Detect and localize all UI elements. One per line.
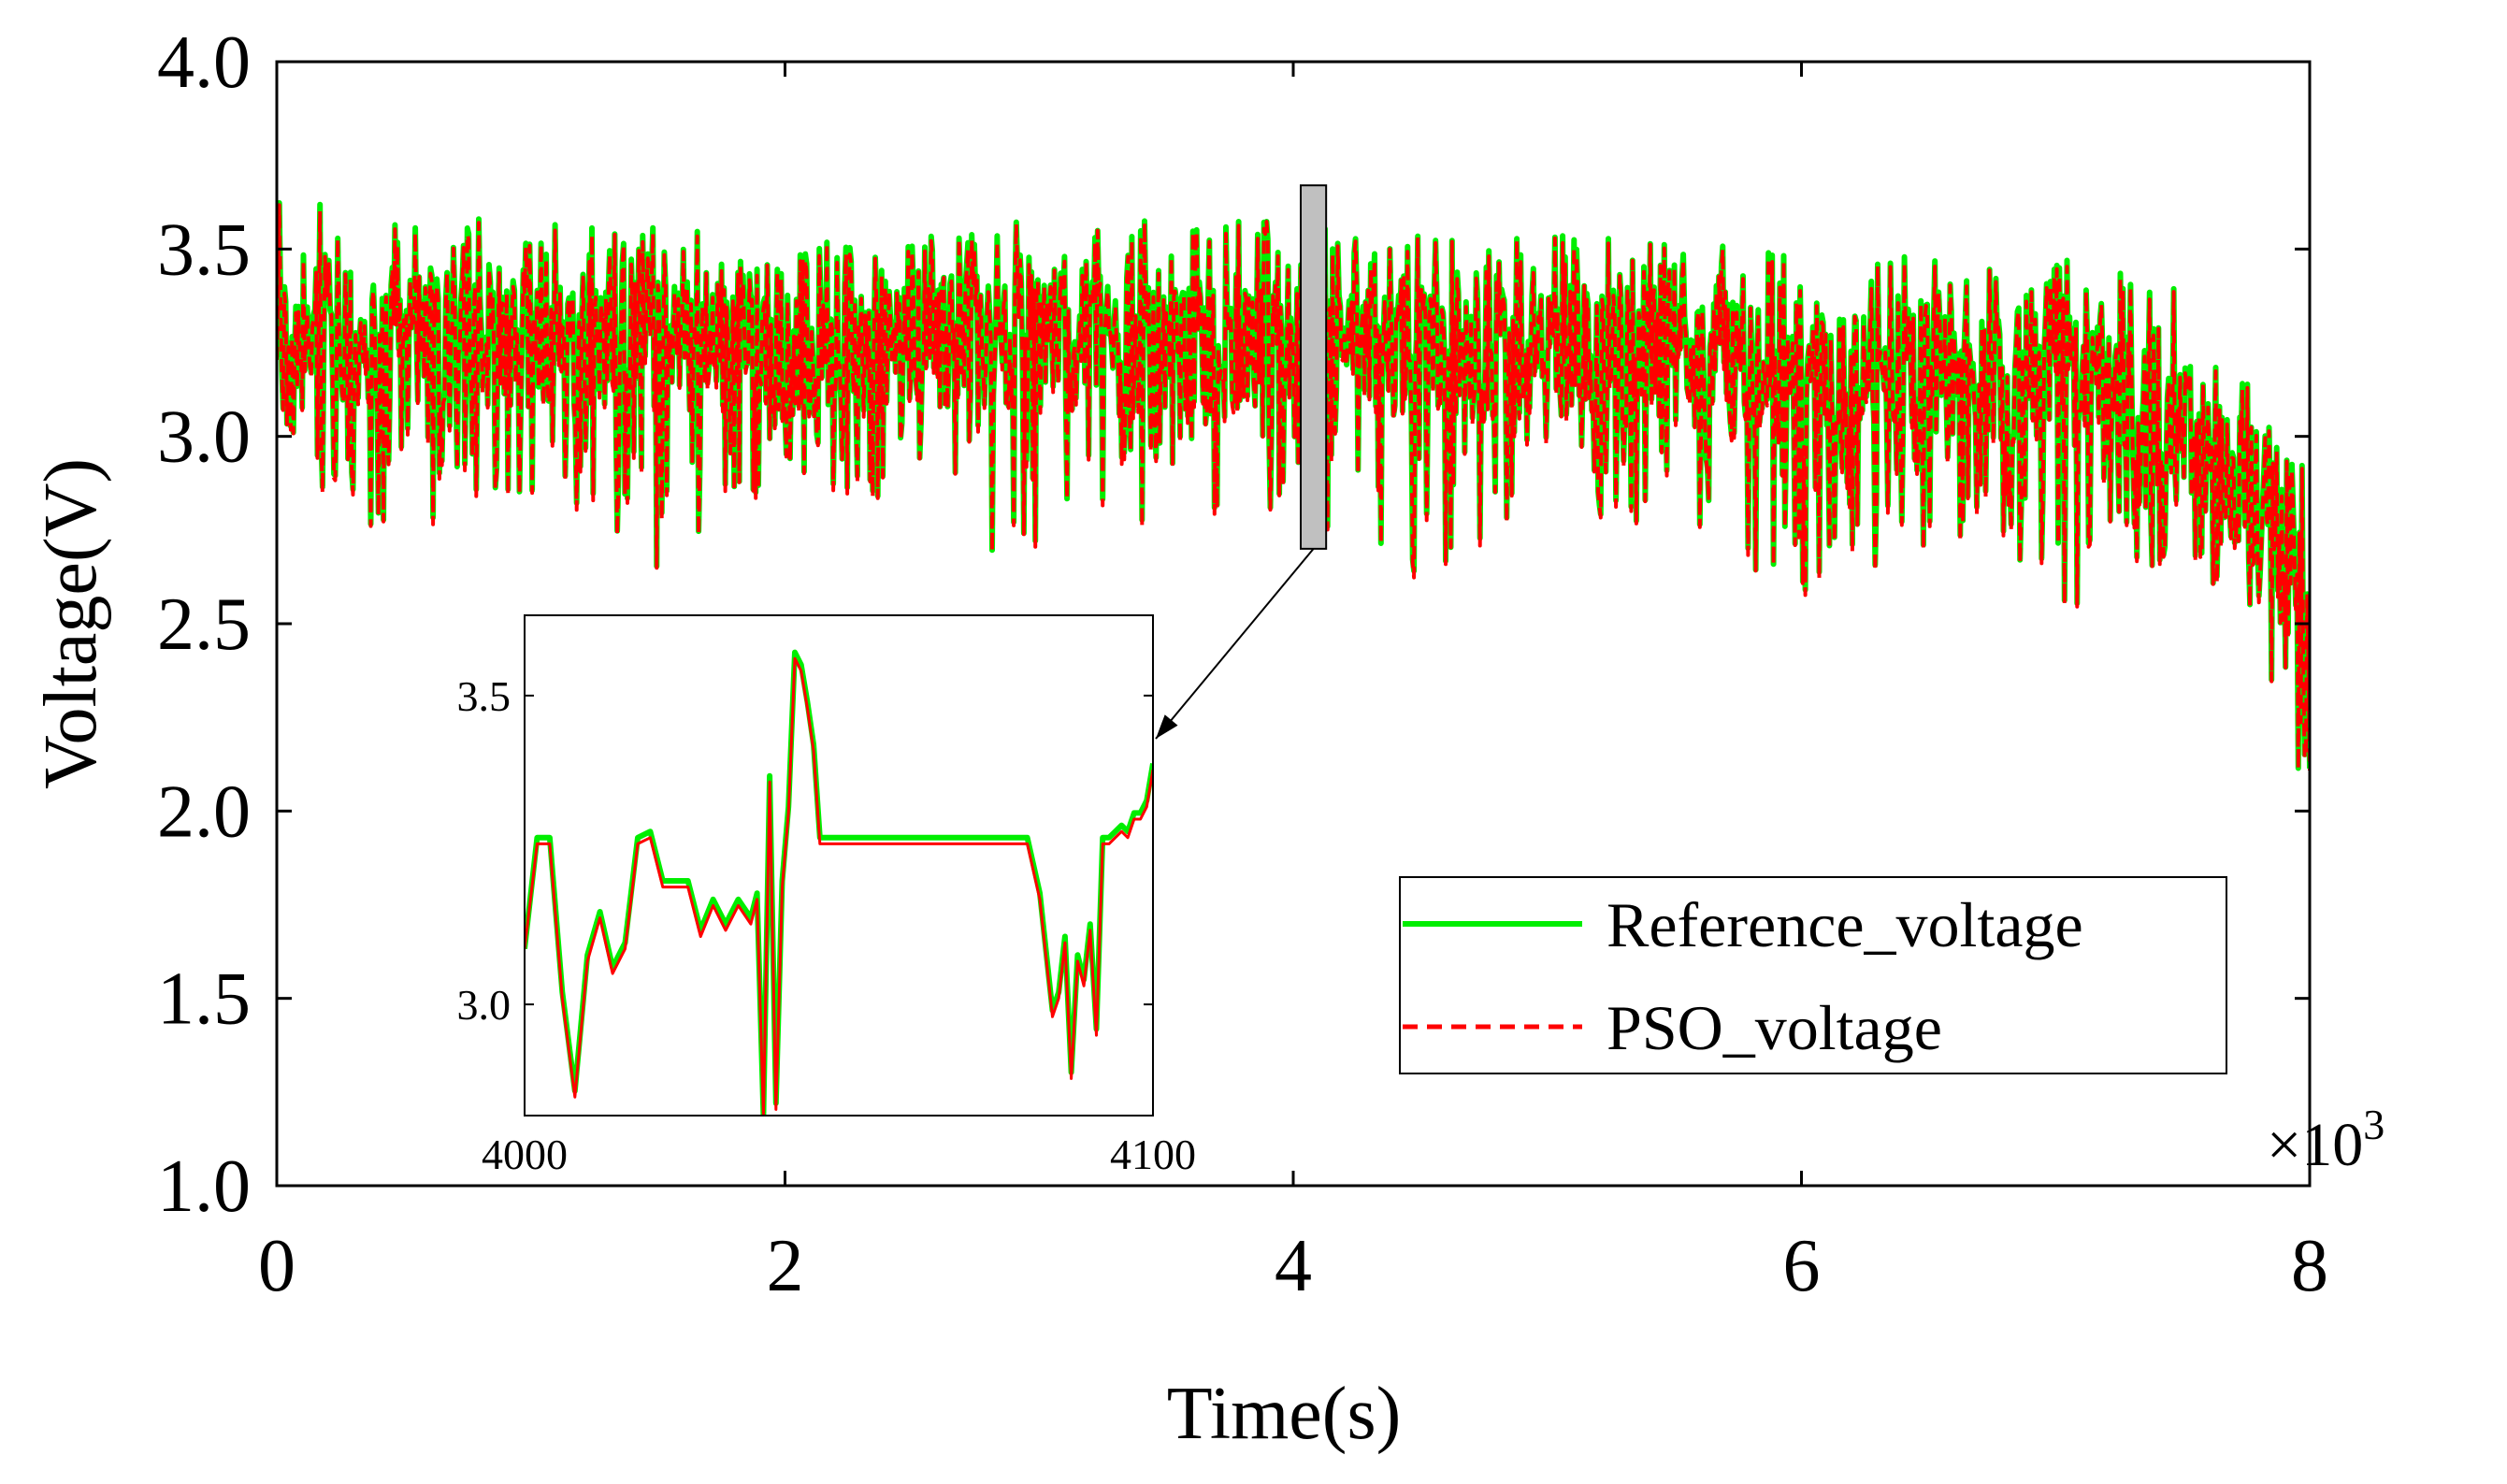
y-tick-label: 2.0 — [157, 771, 251, 853]
y-tick-label: 1.5 — [157, 958, 251, 1041]
y-tick-label: 3.5 — [157, 209, 251, 291]
inset-ticks: 4000 4100 3.0 3.5 — [457, 672, 1197, 1178]
x-multiplier-exponent: 3 — [2363, 1101, 2385, 1148]
x-tick-label: 2 — [767, 1225, 804, 1307]
main-ticks: 0 2 4 6 8 1.0 1.5 2.0 2.5 3.0 3.5 4.0 — [157, 22, 2328, 1307]
inset-y-tick-label: 3.5 — [457, 672, 511, 720]
x-tick-label: 8 — [2291, 1225, 2328, 1307]
inset-y-tick-label: 3.0 — [457, 981, 511, 1029]
x-multiplier: ×103 — [2267, 1101, 2385, 1179]
zoom-arrow — [1155, 548, 1315, 740]
inset-background — [525, 615, 1153, 1116]
zoom-arrow-head — [1156, 714, 1178, 739]
x-axis-title: Time(s) — [1167, 1373, 1401, 1455]
legend-box — [1399, 876, 2227, 1074]
x-tick-label: 6 — [1783, 1225, 1821, 1307]
inset-series-group — [525, 649, 1153, 1116]
y-tick-label: 1.0 — [157, 1145, 251, 1228]
legend-reference-label: Reference_voltage — [1606, 889, 2083, 960]
x-tick-label: 0 — [258, 1225, 295, 1307]
x-multiplier-base: ×10 — [2267, 1111, 2363, 1179]
y-tick-label: 4.0 — [157, 22, 251, 104]
y-tick-label: 3.0 — [157, 396, 251, 479]
inset-x-tick-label: 4000 — [482, 1131, 568, 1178]
legend-pso-label: PSO_voltage — [1606, 992, 1942, 1063]
zoom-highlight-box — [1300, 184, 1328, 550]
x-tick-label: 4 — [1275, 1225, 1312, 1307]
y-axis-title: Voltage(V) — [30, 458, 112, 789]
inset-x-tick-label: 4100 — [1110, 1131, 1196, 1178]
y-tick-label: 2.5 — [157, 584, 251, 666]
main-series-group — [277, 200, 2310, 771]
inset-frame — [524, 614, 1154, 1117]
legend: Reference_voltage PSO_voltage — [1399, 876, 2227, 1074]
inset-series-pso-voltage — [525, 656, 1153, 1116]
series-pso-voltage — [277, 203, 2310, 771]
